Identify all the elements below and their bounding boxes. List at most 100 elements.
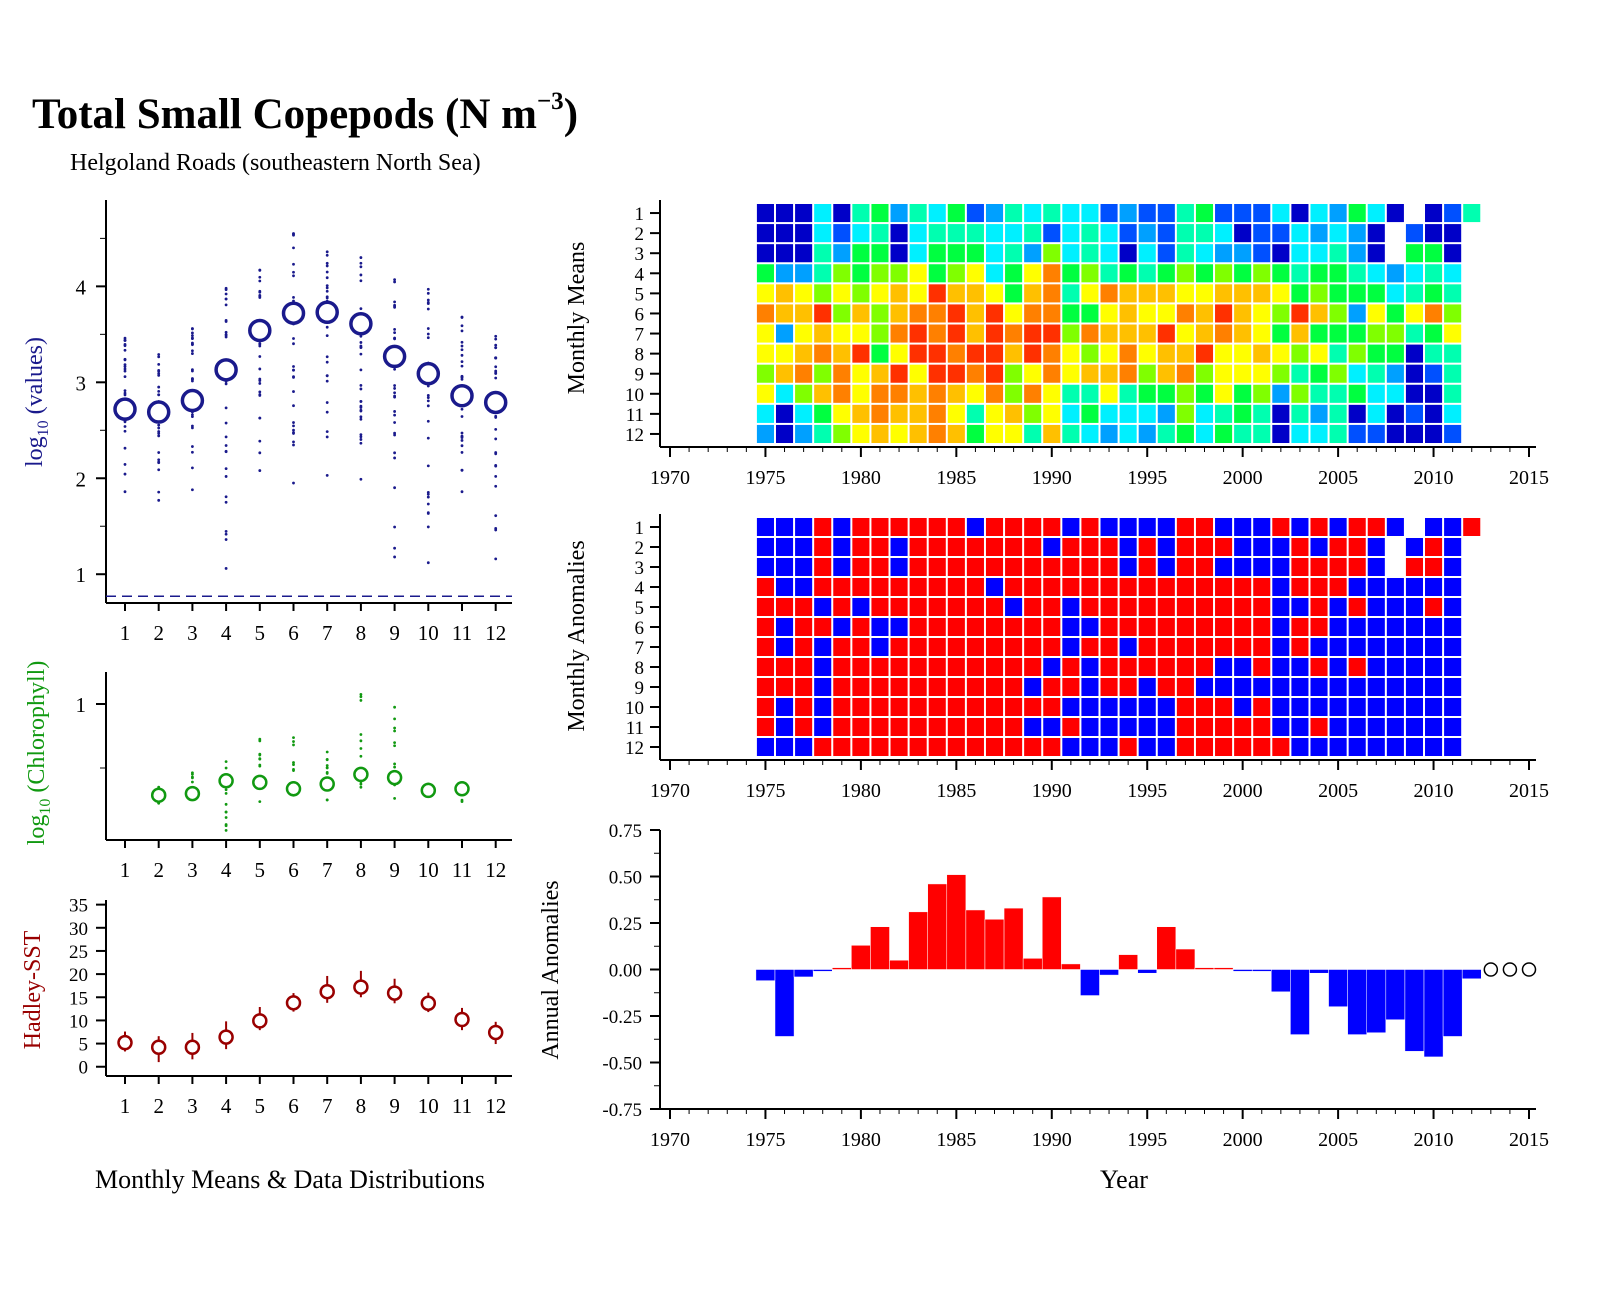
monthly-anomalies-cell — [1005, 598, 1023, 616]
monthly-means-cell — [890, 224, 908, 243]
monthly-anomalies-cell — [947, 618, 965, 636]
monthly-means-cell — [1234, 224, 1252, 243]
monthly-anomalies-cell — [1348, 698, 1366, 716]
values-data-point — [224, 297, 228, 301]
monthly-means-cell — [833, 404, 851, 423]
monthly-anomalies-cell — [1176, 538, 1194, 556]
monthly-anomalies-cell — [928, 518, 946, 536]
sst-mean-marker — [117, 1034, 133, 1051]
monthly-anomalies-cell — [1043, 618, 1061, 636]
monthly-anomalies-cell — [1195, 558, 1214, 576]
values-data-point — [224, 530, 228, 533]
monthly-means-cell — [1005, 324, 1023, 343]
values-data-point — [191, 413, 194, 417]
monthly-means-cell — [890, 284, 908, 303]
monthly-means-cell — [1425, 264, 1443, 283]
values-data-point — [426, 490, 430, 494]
values-data-point — [494, 514, 498, 518]
sst-x-tick-label: 6 — [288, 1094, 299, 1118]
monthly-anomalies-cell — [1062, 578, 1080, 596]
monthly-anomalies-cell — [756, 538, 774, 556]
values-data-point — [393, 305, 396, 309]
monthly-means-cell — [1253, 224, 1271, 243]
monthly-means-cell — [1043, 204, 1061, 223]
monthly-means-cell — [1195, 424, 1214, 443]
monthly-anomalies-cell — [1405, 598, 1424, 616]
values-data-point — [123, 365, 127, 368]
monthly-means-cell — [1081, 224, 1099, 243]
annual-anomaly-bar — [927, 883, 948, 970]
monthly-anomalies-cell — [1329, 538, 1347, 556]
monthly-means-cell — [1405, 224, 1424, 243]
monthly-means-cell — [947, 424, 965, 443]
values-data-point — [426, 495, 430, 499]
chlorophyll-data-point — [325, 766, 329, 770]
annual-anomaly-bar — [1022, 958, 1043, 970]
annual-anomaly-bar — [1423, 969, 1444, 1058]
monthly-anomalies-cell — [1119, 698, 1137, 716]
monthly-means-cell — [1444, 344, 1462, 363]
monthly-anomalies-cell — [1005, 658, 1023, 676]
monthly-means-cell — [1119, 244, 1137, 263]
monthly-anomalies-cell — [966, 718, 984, 736]
monthly-anomalies-cell — [1138, 518, 1156, 536]
monthly-means-cell — [1100, 324, 1118, 343]
monthly-means-cell — [1176, 204, 1194, 223]
monthly-anomalies-cell — [775, 538, 794, 556]
chlorophyll-x-tick-label: 3 — [187, 858, 198, 882]
monthly-means-cell — [1100, 364, 1118, 383]
monthly-anomalies-cell — [1138, 658, 1156, 676]
monthly-anomalies-cell — [1291, 538, 1309, 556]
monthly-means-cell — [1081, 324, 1099, 343]
monthly-means-cell — [1195, 204, 1214, 223]
monthly-means-cell — [1329, 264, 1347, 283]
monthly-anomalies-cell — [756, 698, 774, 716]
chlorophyll-data-point — [292, 768, 295, 771]
monthly-means-cell — [1425, 284, 1443, 303]
monthly-anomalies-cell — [1195, 658, 1214, 676]
monthly-anomalies-cell — [1329, 638, 1347, 656]
monthly-anomalies-cell — [1348, 598, 1366, 616]
monthly-anomalies-cell — [1329, 698, 1347, 716]
monthly-anomalies-y-label-part-0: Monthly Anomalies — [564, 540, 590, 731]
values-data-point — [224, 330, 228, 334]
monthly-anomalies-cell — [1176, 638, 1194, 656]
missing-year-marker — [1521, 962, 1537, 977]
values-data-point — [191, 352, 194, 355]
monthly-anomalies-cell — [1100, 598, 1118, 616]
monthly-anomalies-cell — [833, 538, 851, 556]
monthly-means-y-tick-label: 8 — [635, 345, 645, 366]
values-data-point — [157, 423, 161, 427]
monthly-means-cell — [1291, 384, 1309, 403]
monthly-anomalies-cell — [1024, 718, 1042, 736]
values-data-point — [292, 262, 295, 266]
monthly-anomalies-cell — [814, 638, 832, 656]
monthly-anomalies-cell — [890, 518, 908, 536]
monthly-means-cell — [756, 244, 774, 263]
monthly-means-cell — [1157, 304, 1175, 323]
values-data-point — [460, 490, 464, 494]
monthly-means-cell — [1367, 264, 1385, 283]
values-data-point — [292, 232, 295, 236]
monthly-anomalies-cell — [1195, 538, 1214, 556]
monthly-means-cell — [1005, 384, 1023, 403]
monthly-means-cell — [966, 244, 984, 263]
chlorophyll-data-point — [359, 747, 363, 750]
monthly-anomalies-cell — [1310, 698, 1328, 716]
monthly-means-x-tick-label: 1995 — [1127, 467, 1167, 489]
values-data-point — [157, 353, 161, 356]
monthly-anomalies-cell — [985, 618, 1004, 636]
chlorophyll-data-point — [224, 788, 228, 792]
chlorophyll-mean-marker — [454, 781, 470, 797]
annual-anomaly-bar — [1061, 963, 1081, 970]
monthly-means-cell — [1043, 424, 1061, 443]
annual-anomaly-bar — [870, 926, 890, 970]
monthly-means-cell — [1081, 304, 1099, 323]
values-x-tick-label: 11 — [452, 621, 472, 645]
sst-mean-marker — [319, 983, 335, 1000]
monthly-means-cell — [947, 324, 965, 343]
chlorophyll-data-point — [224, 829, 228, 832]
monthly-means-cell — [1367, 324, 1385, 343]
chlorophyll-data-point — [258, 757, 262, 761]
values-data-point — [224, 538, 228, 541]
